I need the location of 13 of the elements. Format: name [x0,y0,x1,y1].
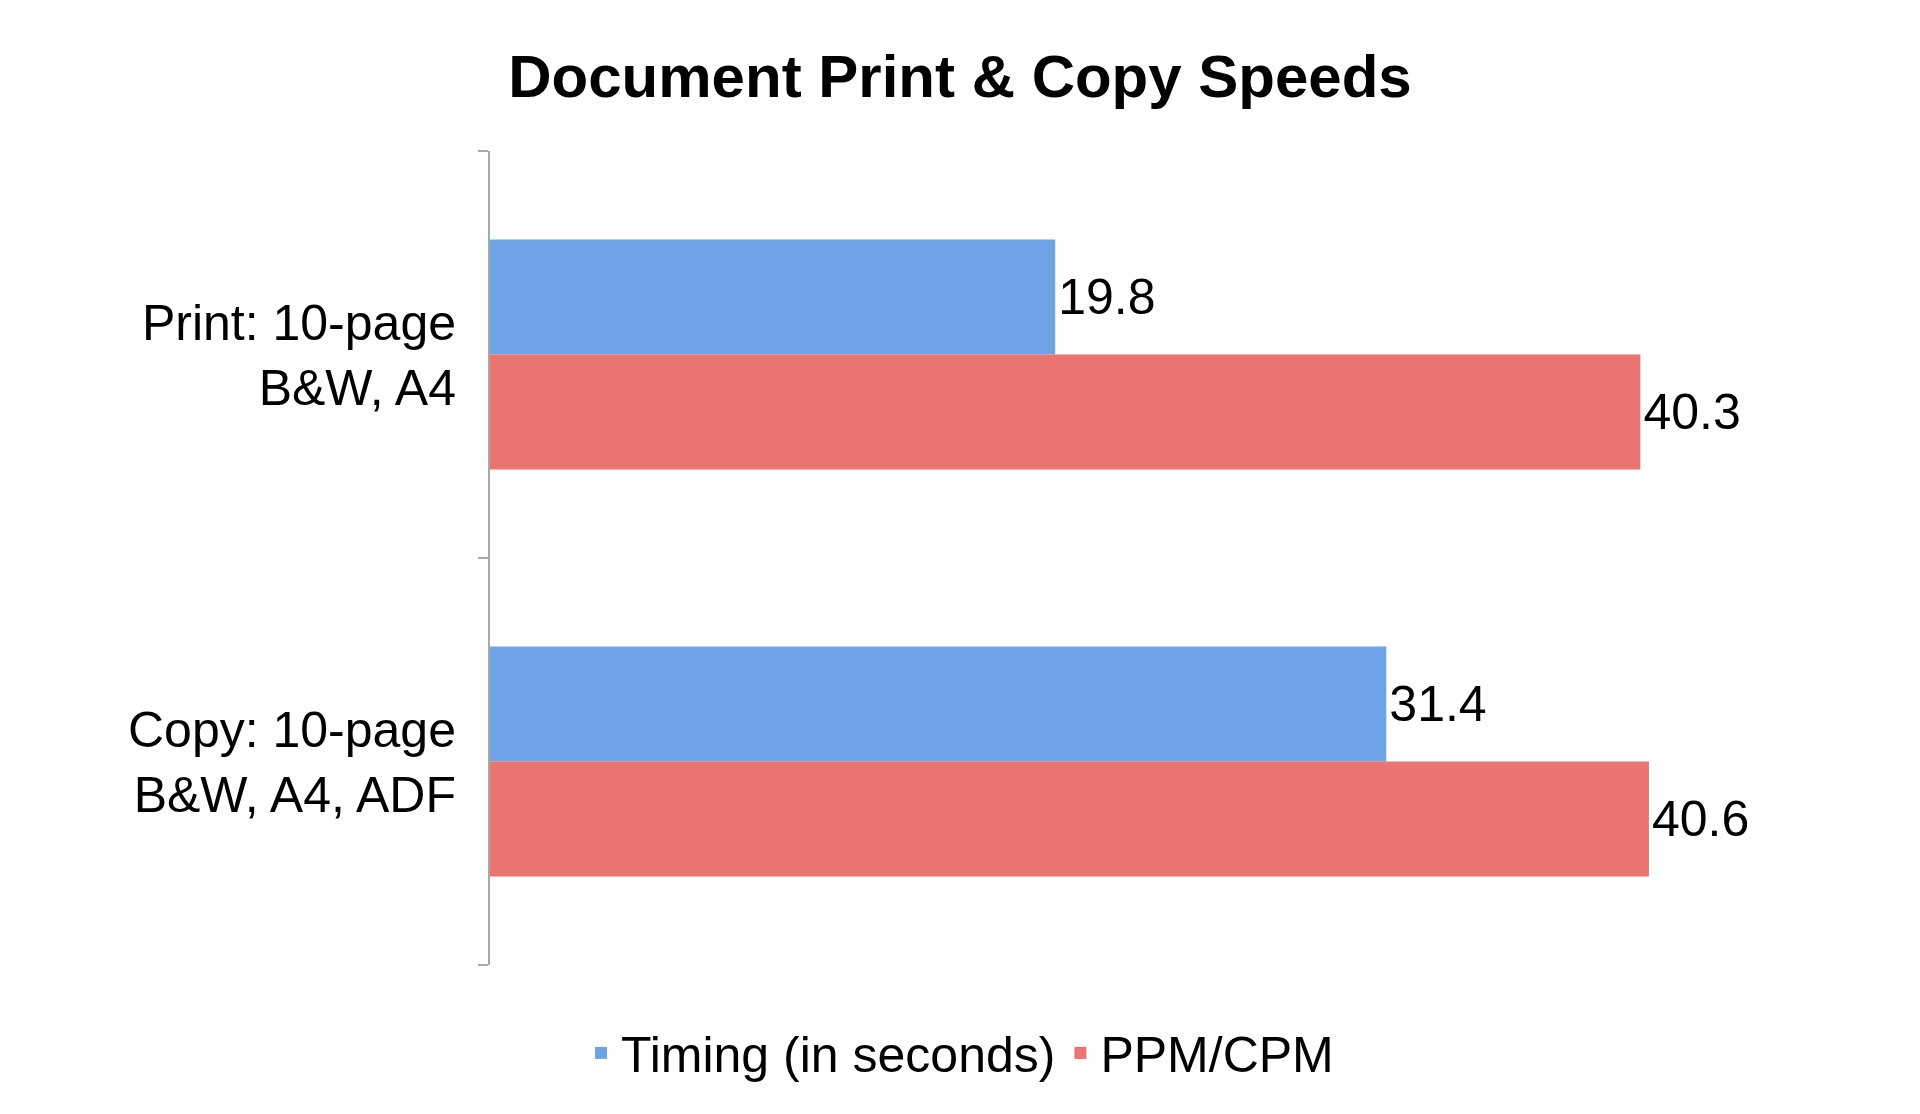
data-label: 40.3 [1643,383,1741,440]
bar [490,646,1387,762]
bar [490,761,1649,877]
legend-label: PPM/CPM [1100,1027,1334,1084]
bar [490,354,1641,470]
chart-title: Document Print & Copy Speeds [508,43,1412,110]
y-tick-label: Print: 10-page B&W, A4 [141,294,456,416]
data-label: 40.6 [1651,790,1750,847]
bar [490,239,1056,355]
legend-label: Timing (in seconds) [621,1027,1056,1084]
data-label: 31.4 [1389,676,1487,733]
y-tick-label: Copy: 10-page B&W, A4, ADF [127,701,456,823]
data-label: 19.8 [1058,269,1156,326]
